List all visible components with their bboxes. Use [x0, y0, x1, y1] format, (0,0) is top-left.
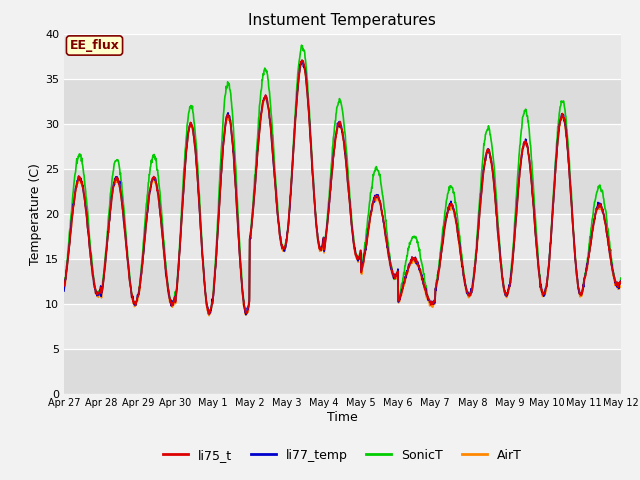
Bar	[64, 259, 621, 303]
X-axis label: Time: Time	[327, 411, 358, 424]
Bar	[64, 303, 621, 348]
Bar	[64, 348, 621, 394]
Bar	[64, 168, 621, 214]
Bar	[64, 214, 621, 259]
Legend: li75_t, li77_temp, SonicT, AirT: li75_t, li77_temp, SonicT, AirT	[158, 444, 527, 467]
Title: Instument Temperatures: Instument Temperatures	[248, 13, 436, 28]
Y-axis label: Temperature (C): Temperature (C)	[29, 163, 42, 264]
Bar	[64, 79, 621, 123]
Bar	[64, 34, 621, 79]
Bar	[64, 123, 621, 168]
Text: EE_flux: EE_flux	[70, 39, 120, 52]
